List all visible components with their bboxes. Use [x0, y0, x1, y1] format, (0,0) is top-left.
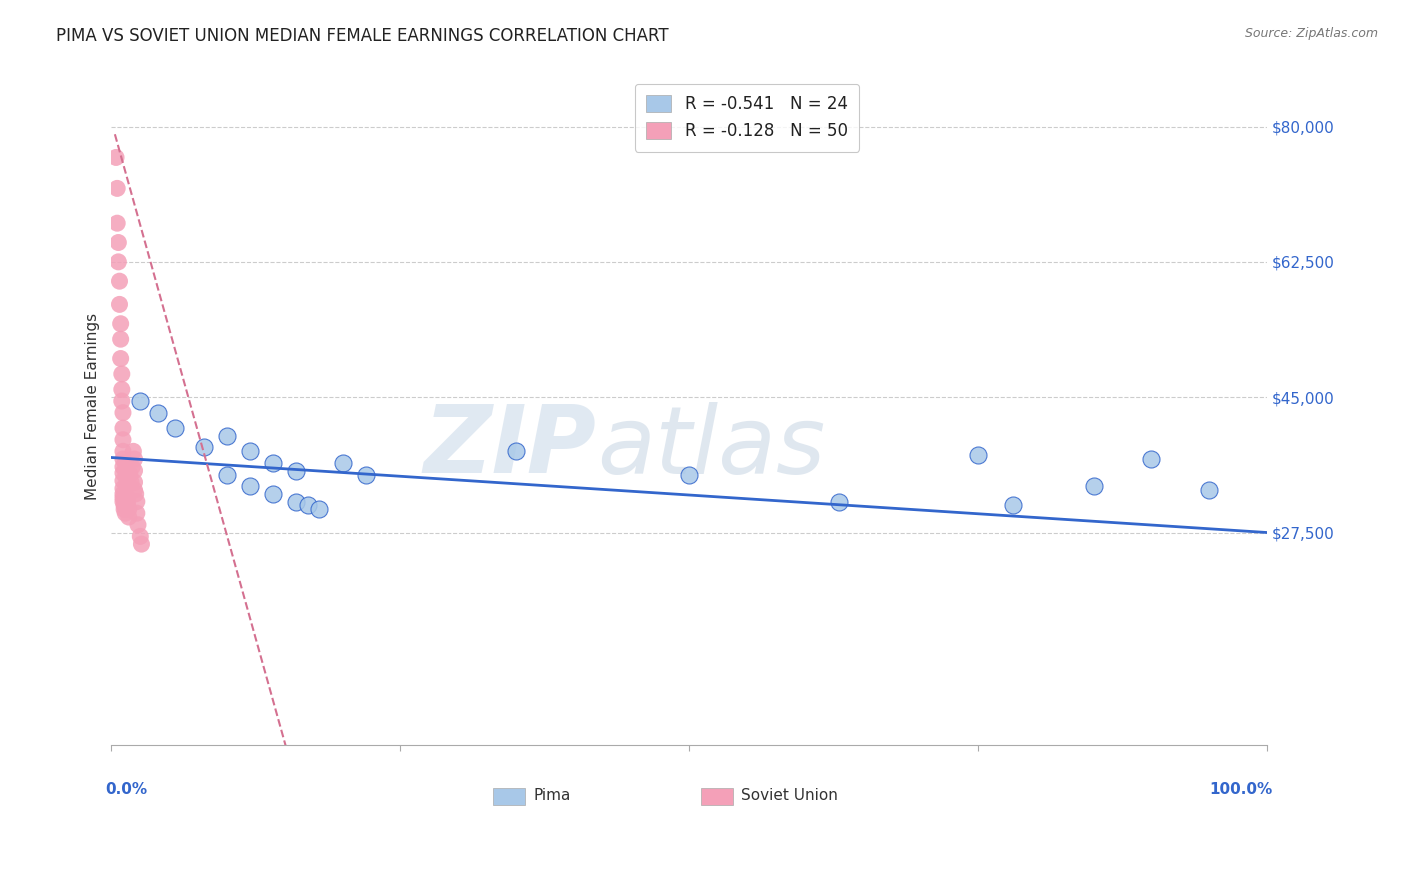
Point: [354, 467, 377, 482]
Point: [117, 497, 139, 511]
Point: [215, 429, 238, 443]
Point: [111, 406, 134, 420]
Point: [107, 235, 129, 250]
Point: [111, 487, 134, 501]
Text: Source: ZipAtlas.com: Source: ZipAtlas.com: [1244, 27, 1378, 40]
Point: [967, 448, 990, 462]
Point: [146, 406, 169, 420]
Point: [121, 459, 143, 474]
Point: [124, 487, 146, 501]
Point: [111, 421, 134, 435]
Point: [111, 482, 134, 496]
Point: [111, 383, 134, 397]
Text: atlas: atlas: [596, 402, 825, 493]
Point: [125, 494, 148, 508]
Point: [124, 483, 146, 497]
Point: [110, 332, 132, 346]
Point: [131, 537, 153, 551]
Point: [828, 494, 851, 508]
Point: [111, 444, 134, 458]
Point: [114, 456, 136, 470]
Point: [125, 506, 148, 520]
Point: [114, 506, 136, 520]
Point: [262, 456, 284, 470]
Text: 100.0%: 100.0%: [1209, 782, 1272, 797]
Point: [262, 487, 284, 501]
Point: [124, 452, 146, 467]
Y-axis label: Median Female Earnings: Median Female Earnings: [86, 313, 100, 500]
Point: [117, 491, 139, 505]
Text: Pima: Pima: [533, 789, 571, 804]
Point: [118, 502, 141, 516]
Point: [193, 441, 215, 455]
Point: [114, 464, 136, 478]
FancyBboxPatch shape: [700, 788, 733, 805]
Text: 0.0%: 0.0%: [105, 782, 148, 797]
Point: [215, 467, 238, 482]
Point: [112, 502, 135, 516]
Point: [115, 471, 138, 485]
Point: [120, 475, 142, 490]
Point: [285, 464, 308, 478]
Point: [122, 444, 145, 458]
Point: [163, 421, 186, 435]
Point: [678, 467, 700, 482]
Point: [332, 456, 354, 470]
Point: [111, 367, 134, 381]
Point: [124, 464, 146, 478]
Point: [111, 474, 134, 488]
Point: [110, 317, 132, 331]
Point: [118, 510, 141, 524]
Point: [308, 502, 330, 516]
Point: [111, 466, 134, 480]
Text: Soviet Union: Soviet Union: [741, 789, 838, 804]
Point: [1140, 452, 1163, 467]
Point: [1198, 483, 1220, 497]
Point: [297, 499, 319, 513]
Point: [129, 529, 152, 543]
Point: [111, 394, 134, 409]
FancyBboxPatch shape: [492, 788, 524, 805]
Point: [124, 475, 146, 490]
Text: PIMA VS SOVIET UNION MEDIAN FEMALE EARNINGS CORRELATION CHART: PIMA VS SOVIET UNION MEDIAN FEMALE EARNI…: [56, 27, 669, 45]
Point: [105, 181, 128, 195]
Point: [105, 216, 128, 230]
Point: [118, 467, 141, 482]
Point: [111, 452, 134, 467]
Point: [111, 459, 134, 474]
Point: [110, 351, 132, 366]
Point: [127, 517, 149, 532]
Point: [111, 433, 134, 447]
Point: [505, 444, 527, 458]
Point: [1001, 499, 1024, 513]
Point: [107, 255, 129, 269]
Point: [112, 499, 135, 513]
Point: [108, 297, 131, 311]
Point: [115, 479, 138, 493]
Point: [108, 274, 131, 288]
Point: [239, 479, 262, 493]
Point: [1083, 479, 1105, 493]
Point: [105, 151, 128, 165]
Legend: R = -0.541   N = 24, R = -0.128   N = 50: R = -0.541 N = 24, R = -0.128 N = 50: [634, 84, 859, 152]
Point: [111, 491, 134, 505]
Text: ZIP: ZIP: [423, 401, 596, 493]
Point: [111, 494, 134, 508]
Point: [239, 444, 262, 458]
Point: [285, 494, 308, 508]
Point: [129, 394, 152, 409]
